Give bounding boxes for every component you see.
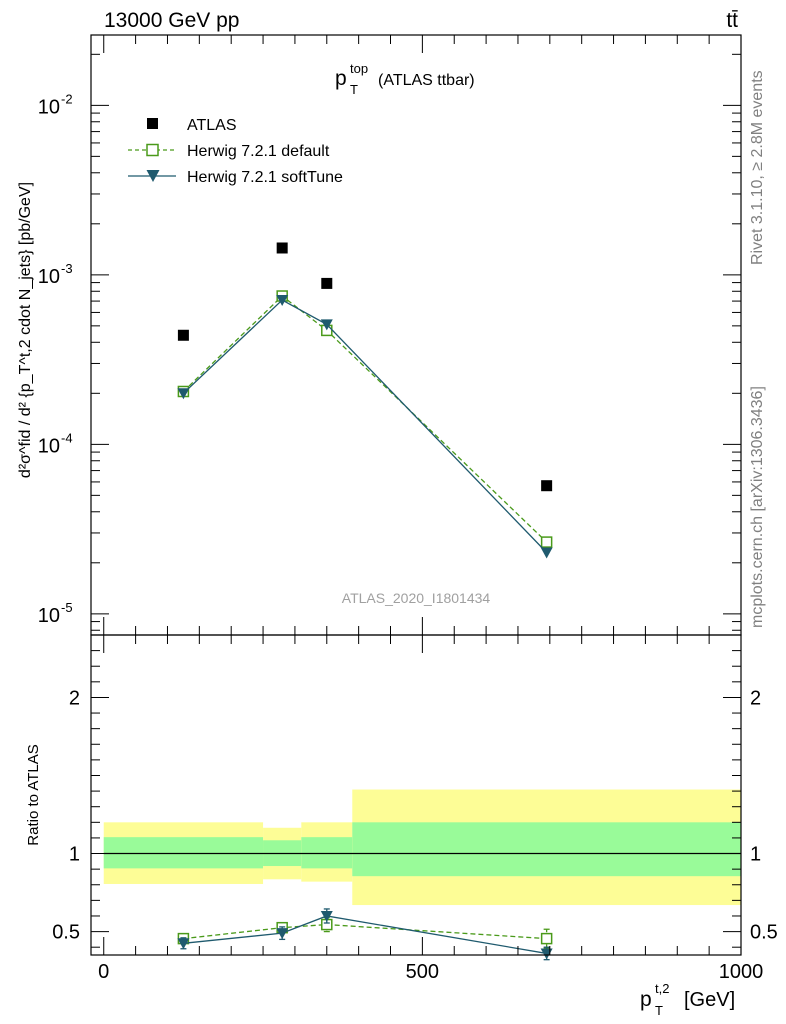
header-left-label: 13000 GeV pp xyxy=(104,9,239,32)
ratio-y-tick-label-left: 0.5 xyxy=(52,922,80,944)
ratio-softtune-point xyxy=(540,948,553,960)
ratio-y-tick-label-left: 2 xyxy=(69,687,80,709)
uncertainty-band-inner xyxy=(352,822,741,877)
mcplots-label: mcplots.cern.ch [arXiv:1306.3436] xyxy=(749,386,766,628)
plot-title-suffix: (ATLAS ttbar) xyxy=(378,72,475,89)
x-axis-label-main: p xyxy=(640,988,652,1011)
legend-default-marker xyxy=(146,143,159,157)
atlas-data-point xyxy=(321,277,333,289)
ratio-y-tick-label-right: 1 xyxy=(750,844,761,866)
legend-default-label: Herwig 7.2.1 default xyxy=(187,143,330,160)
main-y-tick-label: 10 -2 xyxy=(38,91,73,118)
ratio-y-tick-label-right: 0.5 xyxy=(750,922,778,944)
legend-softtune-marker xyxy=(146,170,160,182)
legend-atlas-marker xyxy=(147,118,158,129)
herwig-softtune-point xyxy=(320,319,333,331)
main-y-tick-label: 10 -3 xyxy=(38,261,73,288)
main-series-line-2 xyxy=(182,299,548,553)
uncertainty-band-inner xyxy=(103,837,264,869)
atlas-data-point xyxy=(541,480,553,492)
ratio-default-point xyxy=(540,932,553,945)
atlas-data-point xyxy=(276,242,288,254)
herwig-softtune-point xyxy=(177,388,190,400)
herwig-softtune-point xyxy=(276,295,289,307)
x-tick-label: 0 xyxy=(98,961,109,983)
ratio-y-tick-label-right: 2 xyxy=(750,687,761,709)
x-axis-label-sup: t,2 xyxy=(655,981,669,996)
ratio-softtune-point xyxy=(276,928,289,940)
main-y-tick-label-exponent: -4 xyxy=(61,430,73,445)
ratio-series-line-0 xyxy=(183,923,547,940)
main-y-tick-label: 10 -5 xyxy=(38,600,73,627)
herwig-softtune-point xyxy=(540,547,553,559)
main-y-tick-label-base: 10 xyxy=(38,435,60,457)
main-series-line-1 xyxy=(182,295,548,543)
legend-softtune-label: Herwig 7.2.1 softTune xyxy=(187,169,343,186)
main-panel: 10-210-310-410-5 p top T (ATLAS ttbar) A… xyxy=(17,34,742,636)
main-y-tick-label-base: 10 xyxy=(38,96,60,118)
ratio-panel: 0.5 0.5 1 1 2 2 0 500 1000 Ratio to ATLAS p t,2 … xyxy=(25,634,778,1018)
x-tick-label: 500 xyxy=(406,961,439,983)
ratio-y-axis-label: Ratio to ATLAS xyxy=(25,744,42,845)
legend: ATLAS Herwig 7.2.1 default Herwig 7.2.1 … xyxy=(128,117,343,186)
x-axis-label: p t,2 T [GeV] xyxy=(640,981,735,1018)
ratio-y-tick-label-left: 1 xyxy=(69,844,80,866)
main-y-tick-label-exponent: -5 xyxy=(61,600,73,615)
plot-title-main: p xyxy=(335,67,347,90)
uncertainty-band-inner xyxy=(301,837,353,869)
header-right-label: tt̄ xyxy=(726,9,738,32)
main-y-tick-label-exponent: -2 xyxy=(61,91,73,106)
ratio-panel-frame xyxy=(90,634,742,956)
analysis-watermark: ATLAS_2020_I1801434 xyxy=(342,590,491,606)
main-y-tick-label-base: 10 xyxy=(38,605,60,627)
ratio-softtune-point xyxy=(177,938,190,950)
main-y-axis-label: d²σ^fid / d² {p_T^t,2 cdot N_jets} [pb/G… xyxy=(17,182,34,478)
ratio-softtune-point xyxy=(320,910,333,922)
main-y-tick-label-exponent: -3 xyxy=(61,261,73,276)
x-tick-label: 1000 xyxy=(719,961,764,983)
main-y-tick-label-base: 10 xyxy=(38,266,60,288)
legend-atlas-label: ATLAS xyxy=(187,117,237,134)
plot-title-sup: top xyxy=(350,61,368,76)
rivet-version-label: Rivet 3.1.10, ≥ 2.8M events xyxy=(749,70,766,265)
atlas-data-point xyxy=(177,329,189,341)
main-y-tick-label: 10 -4 xyxy=(38,430,73,457)
x-axis-label-sub: T xyxy=(655,1003,663,1018)
x-axis-label-unit: [GeV] xyxy=(684,989,735,1011)
ratio-series-line-1 xyxy=(183,915,547,955)
plot-title-sub: T xyxy=(350,82,358,97)
plot-title: p top T (ATLAS ttbar) xyxy=(335,61,475,97)
herwig-default-point xyxy=(540,536,553,548)
